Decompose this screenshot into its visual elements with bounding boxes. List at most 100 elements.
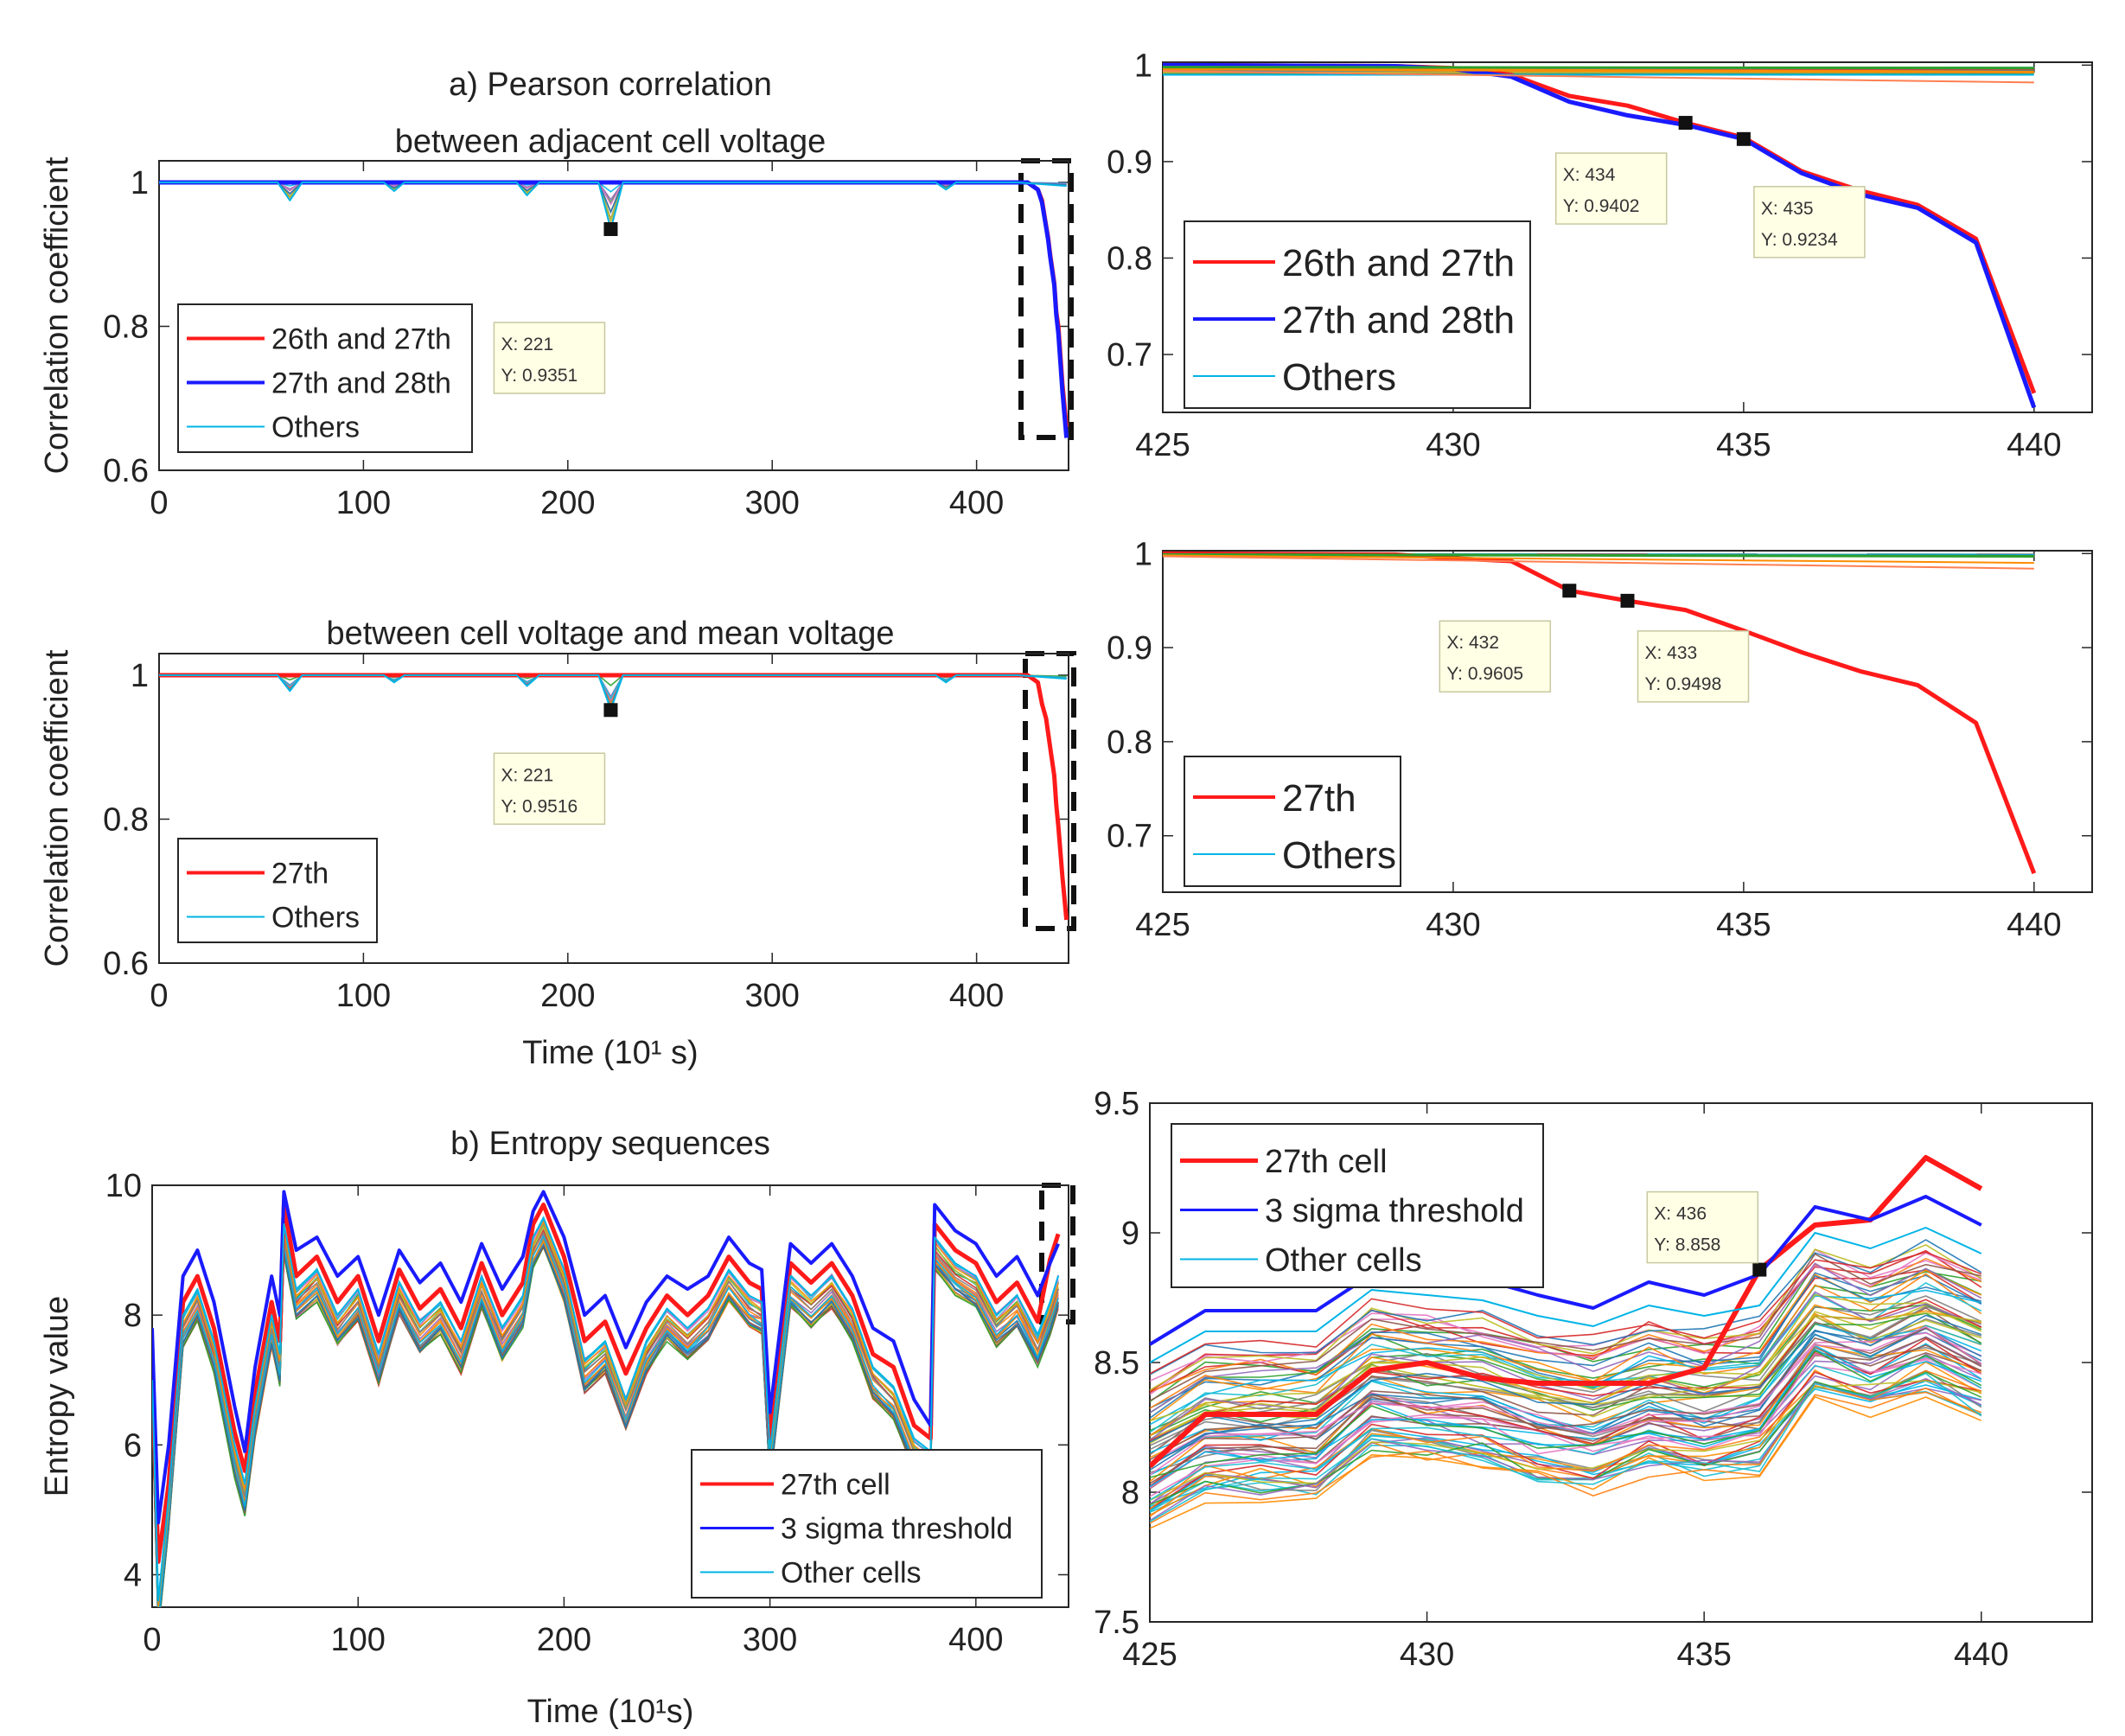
y-tick-label: 0.8 bbox=[103, 309, 149, 345]
zoom-box-adjacent bbox=[1018, 158, 1074, 440]
other-cell-line bbox=[1150, 1371, 1981, 1510]
datatip-marker[interactable] bbox=[1678, 116, 1693, 131]
datatip-x: X: 435 bbox=[1761, 199, 1814, 219]
other-cell-line bbox=[152, 1220, 1059, 1607]
legend-entry: Other cells bbox=[781, 1557, 922, 1590]
x-tick: 400 bbox=[948, 1185, 1004, 1658]
y-tick: 4 bbox=[124, 1557, 1069, 1593]
series-line-other-cells bbox=[152, 1216, 1060, 1602]
other-cell-line bbox=[1150, 1358, 1982, 1497]
series-line-extra bbox=[1163, 554, 2034, 565]
legend-entry: Others bbox=[1282, 834, 1396, 877]
datatip-marker[interactable] bbox=[1562, 584, 1577, 598]
chart-mean_full: 0 100 200 300 400 0.6 0.8 1 Correlation coeffici… bbox=[39, 649, 1069, 1014]
axes-frame bbox=[158, 653, 1069, 964]
x-tick: 425 bbox=[1122, 1103, 1177, 1673]
x-tick: 440 bbox=[2007, 62, 2062, 463]
y-tick: 10 bbox=[105, 1168, 1069, 1204]
x-tick-label: 430 bbox=[1426, 427, 1480, 463]
series-line-extra bbox=[1163, 70, 2034, 84]
datatip-marker[interactable] bbox=[1736, 131, 1751, 146]
other-cell-line bbox=[1150, 1249, 1982, 1393]
legend-entry: 3 sigma threshold bbox=[1265, 1193, 1524, 1229]
x-tick-label: 0 bbox=[150, 978, 168, 1014]
datatip-x: X: 432 bbox=[1446, 633, 1499, 653]
other-cell-line bbox=[1150, 1267, 1982, 1414]
axes-frame bbox=[1162, 61, 2093, 413]
datatip-marker[interactable] bbox=[1752, 1262, 1767, 1277]
legend: 27th cell 3 sigma threshold Other cells bbox=[691, 1449, 1043, 1599]
other-cell-line bbox=[1150, 1251, 1982, 1375]
other-cell-line bbox=[1150, 1344, 1982, 1464]
axes-frame bbox=[1162, 550, 2093, 893]
y-tick: 0.9 bbox=[1107, 630, 2092, 667]
series-line-3-sigma-threshold bbox=[152, 1190, 1060, 1525]
zoom-box-mean bbox=[1023, 651, 1076, 931]
datatip-y: Y: 8.858 bbox=[1654, 1235, 1720, 1255]
legend-entry: 3 sigma threshold bbox=[781, 1513, 1012, 1546]
series-line-others bbox=[159, 674, 1067, 711]
x-tick: 100 bbox=[330, 1185, 386, 1658]
other-cell-line bbox=[1150, 1387, 1982, 1524]
other-cell-line bbox=[1150, 1239, 1982, 1375]
series-line-3-sigma-threshold bbox=[1150, 1195, 1982, 1346]
x-tick: 440 bbox=[2007, 551, 2062, 943]
legend-entry: 27th and 28th bbox=[1282, 299, 1515, 341]
other-cell-line bbox=[1150, 1395, 1982, 1529]
datatip-box bbox=[1439, 620, 1552, 692]
plot-area bbox=[159, 180, 1069, 438]
x-tick: 425 bbox=[1135, 62, 1190, 463]
y-tick: 7.5 bbox=[1094, 1605, 2092, 1641]
x-tick-label: 300 bbox=[745, 485, 800, 521]
legend-entry: Others bbox=[1282, 356, 1396, 399]
y-tick-label: 1 bbox=[131, 658, 149, 694]
plot-area bbox=[1163, 551, 2037, 875]
x-tick: 100 bbox=[336, 654, 391, 1014]
datatip-marker[interactable] bbox=[603, 222, 618, 237]
y-tick: 8.5 bbox=[1094, 1345, 2092, 1382]
series-line-extra bbox=[1163, 552, 2034, 558]
y-tick: 0.8 bbox=[1107, 724, 2092, 761]
datatip-y: Y: 0.9498 bbox=[1645, 674, 1722, 694]
datatip-x: X: 221 bbox=[501, 335, 553, 354]
axes-frame bbox=[158, 160, 1069, 471]
datatip-box bbox=[1753, 186, 1866, 258]
y-tick: 0.8 bbox=[1107, 240, 2092, 277]
y-tick-label: 4 bbox=[124, 1557, 142, 1593]
panel-a-title-line2: between adjacent cell voltage bbox=[395, 124, 826, 160]
legend-entry: 26th and 27th bbox=[1282, 242, 1515, 284]
x-tick-label: 0 bbox=[150, 485, 168, 521]
other-cell-line bbox=[1150, 1314, 1982, 1443]
y-tick: 0.9 bbox=[1107, 144, 2092, 181]
x-tick-label: 200 bbox=[537, 1622, 591, 1658]
legend-entry: 26th and 27th bbox=[271, 323, 451, 356]
x-tick-label: 440 bbox=[1954, 1637, 2008, 1673]
legend: 27th Others bbox=[1184, 756, 1401, 887]
series-line-extra bbox=[1163, 66, 2034, 70]
datatip-marker[interactable] bbox=[603, 703, 618, 718]
y-tick-label: 0.6 bbox=[103, 946, 149, 982]
datatip-y: Y: 0.9605 bbox=[1446, 664, 1523, 684]
legend: 27th Others bbox=[177, 838, 378, 943]
x-tick-label: 100 bbox=[336, 978, 391, 1014]
other-cell-line bbox=[1150, 1312, 1981, 1445]
x-tick: 425 bbox=[1135, 551, 1190, 943]
x-tick: 430 bbox=[1426, 62, 1481, 463]
y-tick-label: 1 bbox=[1134, 48, 1152, 84]
x-tick: 430 bbox=[1426, 551, 1481, 943]
datatip-marker[interactable] bbox=[1620, 593, 1635, 608]
x-tick-label: 425 bbox=[1135, 907, 1190, 943]
chart-mean_zoom: 425 430 435 440 0.7 0.8 0.9 1 X: 432 Y: 0.9605 X: … bbox=[1107, 536, 2093, 943]
other-cell-line bbox=[1150, 1337, 1982, 1484]
y-axis-label: Correlation coefficient bbox=[39, 649, 75, 967]
datatip-y: Y: 0.9516 bbox=[501, 796, 578, 816]
other-cell-line bbox=[1150, 1262, 1982, 1414]
x-tick: 0 bbox=[150, 654, 169, 1014]
series-line-27th-cell bbox=[1150, 1155, 1983, 1469]
y-tick-label: 8 bbox=[1121, 1475, 1139, 1511]
datatip-box bbox=[493, 322, 606, 394]
datatip-y: Y: 0.9234 bbox=[1761, 230, 1838, 250]
legend: 26th and 27th 27th and 28th Others bbox=[177, 303, 473, 453]
